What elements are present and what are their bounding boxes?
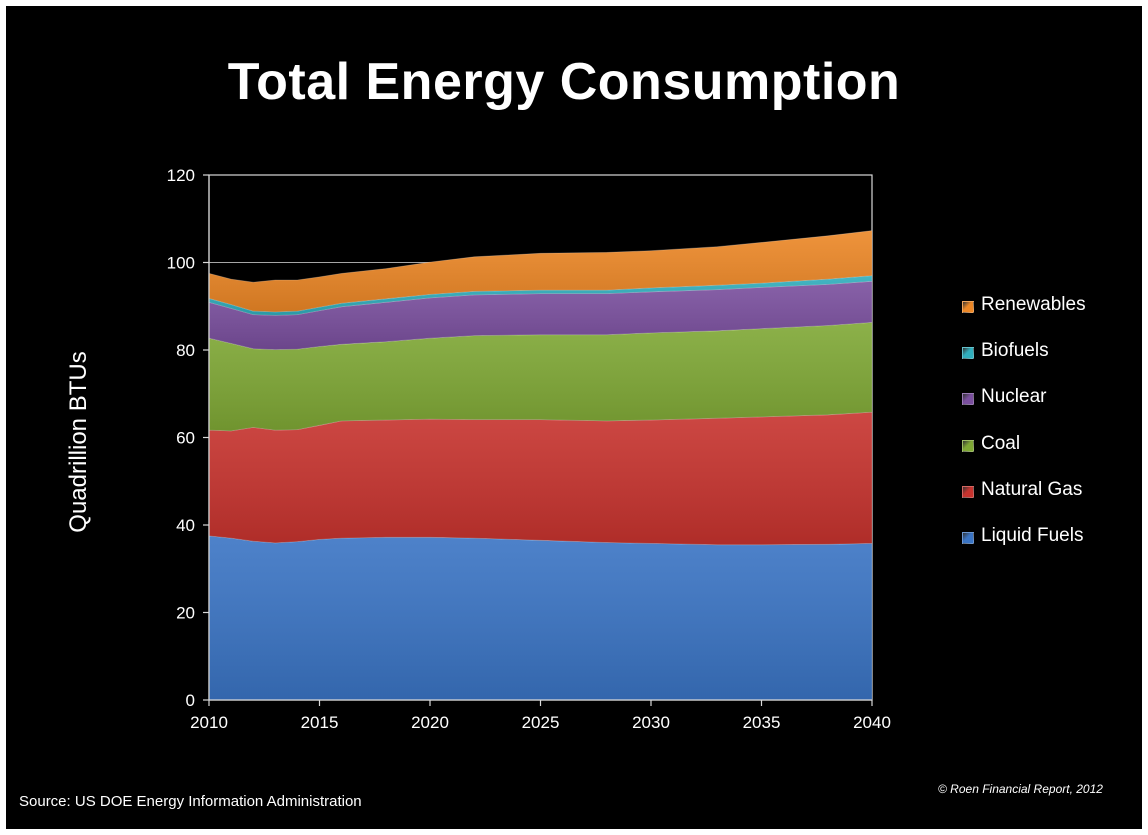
legend-swatch-coal (962, 439, 974, 452)
x-tick-label-2030: 2030 (632, 713, 670, 732)
legend-item-coal: Coal (962, 433, 1132, 479)
legend-item-natural-gas: Natural Gas (962, 479, 1132, 525)
legend: Renewables Biofuels Nuclear Coal Natural Gas… (962, 294, 1132, 571)
x-tick-label-2010: 2010 (190, 713, 228, 732)
copyright-note: © Roen Financial Report, 2012 (938, 782, 1103, 796)
legend-swatch-biofuels (962, 347, 974, 360)
legend-item-biofuels: Biofuels (962, 340, 1132, 386)
x-tick-label-2040: 2040 (853, 713, 891, 732)
y-tick-label-20: 20 (176, 604, 195, 623)
legend-item-renewables: Renewables (962, 294, 1132, 340)
slide: Total Energy Consumption 0 20 40 60 80 100 120… (6, 6, 1142, 829)
area-shade-renewables (209, 230, 872, 312)
area-shade-natural-gas (209, 412, 872, 545)
legend-label-renewables: Renewables (981, 294, 1086, 315)
x-tick-label-2015: 2015 (301, 713, 339, 732)
legend-item-liquid-fuels: Liquid Fuels (962, 525, 1132, 571)
y-tick-label-40: 40 (176, 516, 195, 535)
legend-swatch-liquid-fuels (962, 531, 974, 544)
area-shade-nuclear (209, 281, 872, 350)
y-tick-label-60: 60 (176, 429, 195, 448)
legend-label-liquid-fuels: Liquid Fuels (981, 524, 1084, 546)
y-axis-label: Quadrillion BTUs (65, 351, 92, 532)
legend-swatch-natural-gas (962, 485, 974, 498)
legend-label-natural-gas: Natural Gas (981, 478, 1083, 500)
source-note: Source: US DOE Energy Information Admini… (19, 793, 362, 810)
y-tick-label-100: 100 (167, 254, 195, 273)
legend-label-nuclear: Nuclear (981, 386, 1047, 408)
y-tick-label-80: 80 (176, 341, 195, 360)
legend-label-biofuels: Biofuels (981, 340, 1049, 362)
area-shade-coal (209, 322, 872, 431)
x-tick-label-2020: 2020 (411, 713, 449, 732)
area-shade-liquid-fuels (209, 535, 872, 700)
legend-swatch-nuclear (962, 393, 974, 406)
x-tick-label-2035: 2035 (743, 713, 781, 732)
legend-item-nuclear: Nuclear (962, 386, 1132, 432)
y-tick-label-120: 120 (167, 166, 195, 185)
x-tick-label-2025: 2025 (522, 713, 560, 732)
legend-swatch-renewables (962, 301, 974, 313)
legend-label-coal: Coal (981, 432, 1021, 454)
chart-title: Total Energy Consumption (227, 53, 901, 111)
y-tick-label-0: 0 (186, 691, 195, 710)
